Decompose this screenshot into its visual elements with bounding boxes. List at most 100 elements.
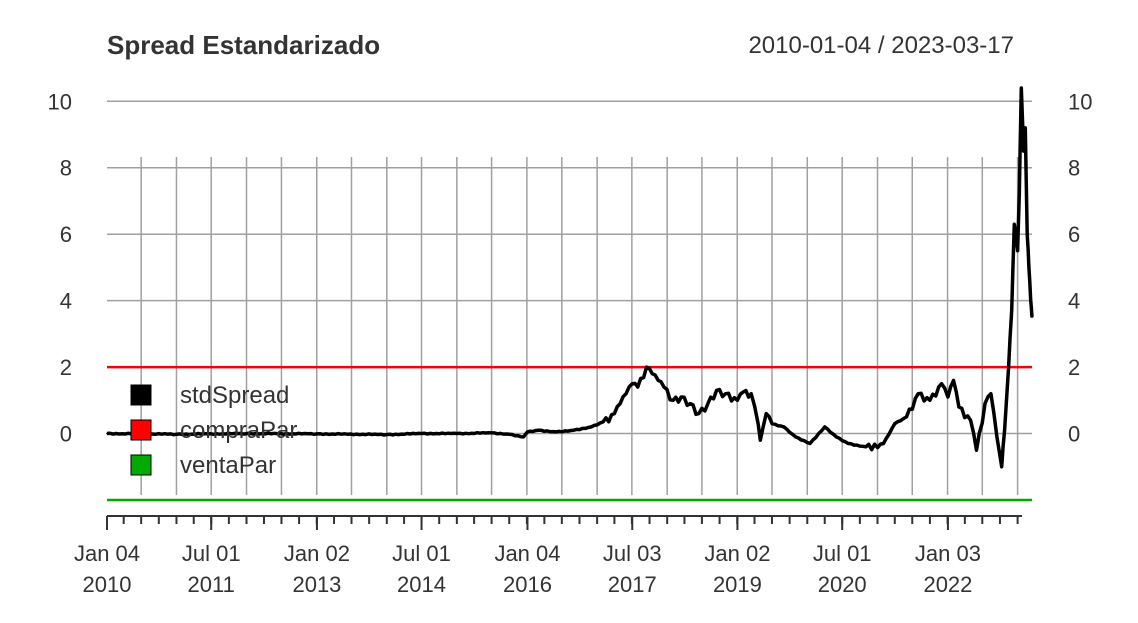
- date-range-label: 2010-01-04 / 2023-03-17: [748, 32, 1014, 59]
- y-tick-label-right: 2: [1068, 355, 1080, 380]
- legend-swatch-stdSpread: [130, 384, 152, 406]
- legend-label-stdSpread: stdSpread: [180, 382, 289, 409]
- y-tick-label-right: 0: [1068, 422, 1080, 447]
- data-point: [619, 402, 621, 405]
- x-tick-year-label: 2022: [923, 572, 972, 597]
- data-point: [1003, 429, 1006, 432]
- data-point: [1010, 309, 1013, 312]
- x-tick-year-label: 2013: [292, 572, 341, 597]
- data-point: [990, 392, 992, 395]
- data-point: [940, 382, 943, 385]
- x-tick-label: Jul 01: [392, 541, 451, 566]
- x-tick-year-label: 2019: [713, 572, 762, 597]
- data-point: [783, 426, 785, 428]
- data-point: [947, 396, 949, 398]
- data-point: [771, 422, 773, 425]
- data-point: [698, 412, 700, 415]
- data-point: [689, 402, 692, 405]
- data-point: [316, 433, 318, 435]
- data-point: [590, 426, 592, 428]
- data-point: [637, 386, 639, 388]
- data-point: [680, 396, 682, 398]
- data-point: [917, 392, 919, 395]
- y-tick-label-right: 8: [1068, 156, 1080, 181]
- data-point: [809, 442, 811, 445]
- y-tick-label-left: 2: [60, 355, 72, 380]
- chart-title: Spread Estandarizado: [107, 30, 381, 60]
- y-tick-label-left: 8: [60, 156, 72, 181]
- x-tick-label: Jan 02: [284, 541, 350, 566]
- data-point: [420, 432, 423, 435]
- data-point: [882, 442, 885, 445]
- data-point: [742, 391, 744, 393]
- data-point: [625, 392, 627, 395]
- data-point: [1016, 250, 1019, 252]
- data-point: [893, 422, 896, 425]
- x-tick-label: Jul 01: [182, 541, 241, 566]
- data-point: [847, 442, 849, 445]
- data-point: [1031, 316, 1033, 319]
- data-point: [645, 366, 648, 368]
- x-tick-year-label: 2011: [188, 572, 235, 597]
- data-point: [1013, 223, 1016, 226]
- x-tick-label: Jan 03: [915, 541, 981, 566]
- data-point: [602, 421, 604, 423]
- x-tick-year-label: 2020: [818, 572, 867, 597]
- data-point: [1018, 193, 1021, 196]
- legend-swatch-compraPar: [130, 419, 152, 441]
- y-tick-label-left: 4: [60, 289, 72, 314]
- legend-label-compraPar: compraPar: [180, 417, 297, 444]
- data-point: [631, 382, 634, 385]
- data-point: [905, 416, 908, 418]
- data-point: [490, 432, 493, 434]
- data-point: [823, 426, 826, 428]
- data-point: [996, 436, 998, 438]
- data-point: [526, 431, 529, 433]
- data-point: [750, 392, 753, 395]
- data-point: [1007, 366, 1010, 368]
- data-point: [715, 389, 718, 392]
- data-point: [958, 406, 960, 408]
- data-point: [1000, 465, 1003, 468]
- x-tick-label: Jan 04: [494, 541, 560, 566]
- data-point: [794, 436, 797, 438]
- y-tick-label-left: 10: [48, 89, 72, 114]
- data-point: [246, 432, 248, 435]
- data-point: [537, 429, 540, 432]
- x-tick-year-label: 2014: [397, 572, 446, 597]
- data-point: [1029, 299, 1032, 302]
- data-point: [657, 379, 659, 382]
- data-point: [386, 433, 388, 436]
- x-tick-label: Jan 04: [74, 541, 140, 566]
- data-point: [975, 449, 978, 451]
- data-point: [765, 412, 768, 415]
- data-point: [1020, 87, 1023, 89]
- data-point: [508, 433, 511, 436]
- data-point: [759, 439, 762, 441]
- y-tick-label-right: 6: [1068, 222, 1080, 247]
- y-tick-label-right: 4: [1068, 289, 1080, 314]
- series-line-stdSpread: [106, 86, 1034, 469]
- x-tick-year-label: 2016: [503, 572, 552, 597]
- data-point: [555, 431, 557, 433]
- data-point: [835, 436, 838, 438]
- data-point: [929, 399, 931, 402]
- data-point: [106, 432, 108, 435]
- data-point: [952, 379, 955, 382]
- data-point: [456, 432, 458, 435]
- y-tick-label-left: 0: [60, 422, 72, 447]
- data-point: [176, 433, 178, 436]
- data-point: [865, 446, 867, 448]
- data-point: [522, 436, 525, 438]
- data-point: [1026, 233, 1029, 235]
- data-point: [969, 419, 972, 422]
- data-point: [1022, 150, 1025, 152]
- x-tick-label: Jan 02: [704, 541, 770, 566]
- data-point: [613, 412, 616, 415]
- data-point: [672, 399, 674, 402]
- data-point: [984, 402, 986, 405]
- x-tick-label: Jul 03: [603, 541, 662, 566]
- data-point: [736, 399, 739, 402]
